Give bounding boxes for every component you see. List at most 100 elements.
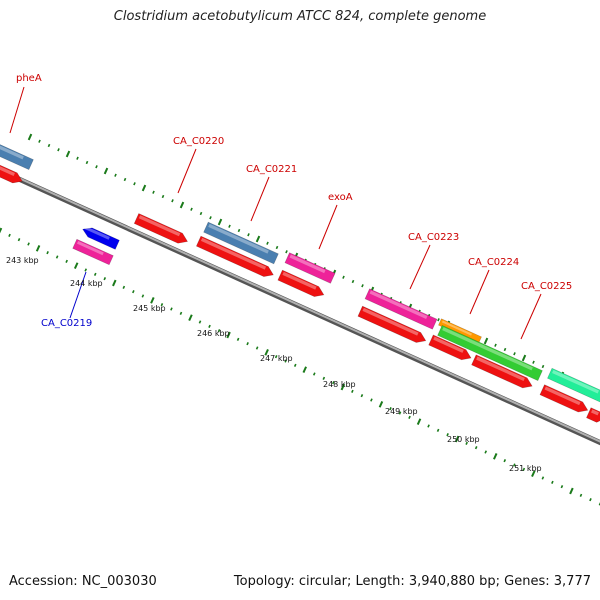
gene-CA_C0221-feature[interactable] xyxy=(203,221,279,265)
minor-tick xyxy=(122,285,126,289)
gene-CA_C0220-cds[interactable] xyxy=(133,213,190,246)
major-tick xyxy=(150,297,155,304)
minor-tick xyxy=(190,207,193,211)
gene-CA_C0221-cds[interactable] xyxy=(195,235,275,280)
minor-tick xyxy=(266,241,269,245)
minor-tick xyxy=(541,476,545,480)
map-title: Clostridium acetobutylicum ATCC 824, com… xyxy=(113,9,487,24)
minor-tick xyxy=(141,294,145,298)
kbp-tick-label: 247 kbp xyxy=(260,354,293,363)
gene-label-CA_C0219[interactable]: CA_C0219 xyxy=(41,318,92,329)
accession-text: Accession: NC_003030 xyxy=(9,574,157,589)
minor-tick xyxy=(285,250,288,254)
minor-tick xyxy=(46,251,49,255)
minor-tick xyxy=(236,337,240,341)
minor-tick xyxy=(332,381,335,385)
gene-label-exoA[interactable]: exoA xyxy=(328,192,353,203)
gene-CA_C0219-cds[interactable] xyxy=(81,225,120,250)
inner-scale-ring xyxy=(0,227,600,506)
major-tick xyxy=(226,331,231,339)
gene-CA_C0226-cds[interactable] xyxy=(586,407,600,425)
minor-tick xyxy=(541,364,545,369)
gene-CA_C0225-cds[interactable] xyxy=(539,384,590,416)
leader-line-pheA xyxy=(9,86,25,134)
minor-tick xyxy=(170,307,173,311)
minor-tick xyxy=(351,279,355,284)
gene-label-CA_C0224[interactable]: CA_C0224 xyxy=(468,257,519,268)
major-tick xyxy=(340,383,346,391)
gene-CA_C0219-feature[interactable] xyxy=(72,238,114,266)
minor-tick xyxy=(579,493,583,497)
minor-tick xyxy=(198,320,202,324)
minor-tick xyxy=(408,415,411,419)
minor-tick xyxy=(84,268,88,272)
minor-tick xyxy=(274,355,278,359)
minor-tick xyxy=(322,376,326,380)
minor-tick xyxy=(209,216,212,220)
minor-tick xyxy=(103,277,107,281)
minor-tick xyxy=(474,446,478,450)
minor-tick xyxy=(55,255,59,259)
minor-tick xyxy=(284,359,288,363)
minor-tick xyxy=(293,363,297,367)
gene-label-pheA[interactable]: pheA xyxy=(16,73,42,84)
minor-tick xyxy=(370,398,373,402)
gene-label-CA_C0221[interactable]: CA_C0221 xyxy=(246,164,297,175)
kbp-tick-label: 248 kbp xyxy=(323,380,356,389)
major-tick xyxy=(35,245,41,252)
leader-line-CA_C0225 xyxy=(520,293,542,340)
minor-tick xyxy=(532,360,535,364)
gene-label-CA_C0220[interactable]: CA_C0220 xyxy=(173,136,224,147)
gene-CA_C0224-cds[interactable] xyxy=(428,334,474,363)
minor-tick xyxy=(246,342,249,346)
minor-tick xyxy=(179,311,183,315)
kbp-tick-label: 250 kbp xyxy=(447,435,480,444)
gene-exoA-cds[interactable] xyxy=(277,269,326,300)
minor-tick xyxy=(93,272,97,276)
minor-tick xyxy=(171,199,174,203)
major-tick xyxy=(65,150,71,158)
leader-line-CA_C0224 xyxy=(469,269,490,315)
minor-tick xyxy=(114,173,117,177)
kbp-tick-label: 243 kbp xyxy=(6,256,39,265)
major-tick xyxy=(378,401,384,408)
gene-label-CA_C0225[interactable]: CA_C0225 xyxy=(521,281,572,292)
minor-tick xyxy=(228,224,231,228)
gene-pheA-feature[interactable] xyxy=(0,141,34,171)
gene-CA_C0225-feature[interactable] xyxy=(547,367,600,405)
minor-tick xyxy=(389,407,392,411)
genome-summary-text: Topology: circular; Length: 3,940,880 bp… xyxy=(233,574,591,589)
major-tick xyxy=(264,349,269,356)
gene-CA_C0223-cds[interactable] xyxy=(357,305,428,346)
minor-tick xyxy=(512,463,516,467)
minor-tick xyxy=(398,411,402,415)
minor-tick xyxy=(361,284,364,288)
major-tick xyxy=(416,418,422,425)
gene-pheA-cds[interactable] xyxy=(0,159,24,186)
major-tick xyxy=(141,184,147,192)
kbp-tick-label: 251 kbp xyxy=(509,464,542,473)
minor-tick xyxy=(275,245,279,250)
minor-tick xyxy=(47,143,51,148)
kbp-tick-label: 246 kbp xyxy=(197,329,230,338)
minor-tick xyxy=(8,233,11,237)
gene-CA_C0224b-cds[interactable] xyxy=(471,354,535,391)
gene-label-CA_C0223[interactable]: CA_C0223 xyxy=(408,232,459,243)
major-tick xyxy=(103,167,109,175)
gene-CA_C0224-feature[interactable] xyxy=(437,324,543,382)
minor-tick xyxy=(342,275,345,279)
minor-tick xyxy=(513,352,516,356)
minor-tick xyxy=(217,329,221,333)
gene-exoA-feature[interactable] xyxy=(284,252,336,284)
minor-tick xyxy=(351,389,354,393)
minor-tick xyxy=(465,441,468,445)
minor-tick xyxy=(133,182,136,186)
minor-tick xyxy=(27,242,30,246)
gene-CA_C0223-feature[interactable] xyxy=(364,288,438,330)
minor-tick xyxy=(199,211,203,216)
minor-tick xyxy=(65,259,68,263)
major-tick xyxy=(569,487,574,495)
minor-tick xyxy=(38,139,41,143)
minor-tick xyxy=(152,190,155,194)
minor-tick xyxy=(237,228,241,233)
